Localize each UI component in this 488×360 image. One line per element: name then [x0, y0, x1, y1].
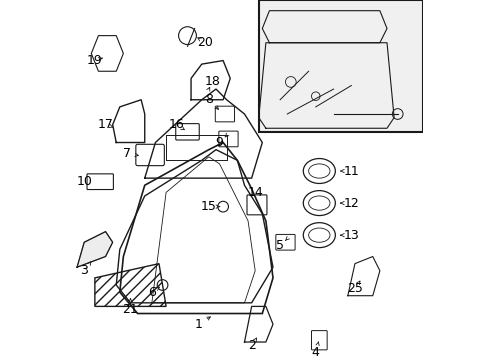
Text: 14: 14	[247, 186, 263, 199]
Text: 13: 13	[343, 229, 359, 242]
Text: 16: 16	[168, 118, 184, 131]
Text: 9: 9	[215, 136, 223, 149]
Text: 4: 4	[311, 346, 319, 359]
Text: 10: 10	[76, 175, 92, 188]
Text: 23: 23	[307, 54, 323, 67]
Text: 25: 25	[346, 282, 362, 295]
Text: 15: 15	[201, 200, 216, 213]
Text: 2: 2	[247, 339, 255, 352]
Text: 3: 3	[80, 264, 88, 277]
Text: 5: 5	[276, 239, 284, 252]
Text: 11: 11	[343, 165, 359, 177]
Text: 18: 18	[204, 76, 220, 89]
Text: 21: 21	[122, 303, 138, 316]
Text: 24: 24	[322, 100, 337, 113]
Text: 22: 22	[364, 86, 380, 99]
Text: 20: 20	[197, 36, 213, 49]
Text: 6: 6	[148, 285, 156, 299]
Text: 8: 8	[204, 93, 212, 106]
Text: 19: 19	[87, 54, 102, 67]
Polygon shape	[77, 231, 112, 267]
Bar	[258, 0, 422, 132]
Text: 12: 12	[343, 197, 359, 210]
Text: 7: 7	[122, 147, 131, 160]
Text: 17: 17	[98, 118, 113, 131]
Text: 1: 1	[194, 318, 202, 331]
